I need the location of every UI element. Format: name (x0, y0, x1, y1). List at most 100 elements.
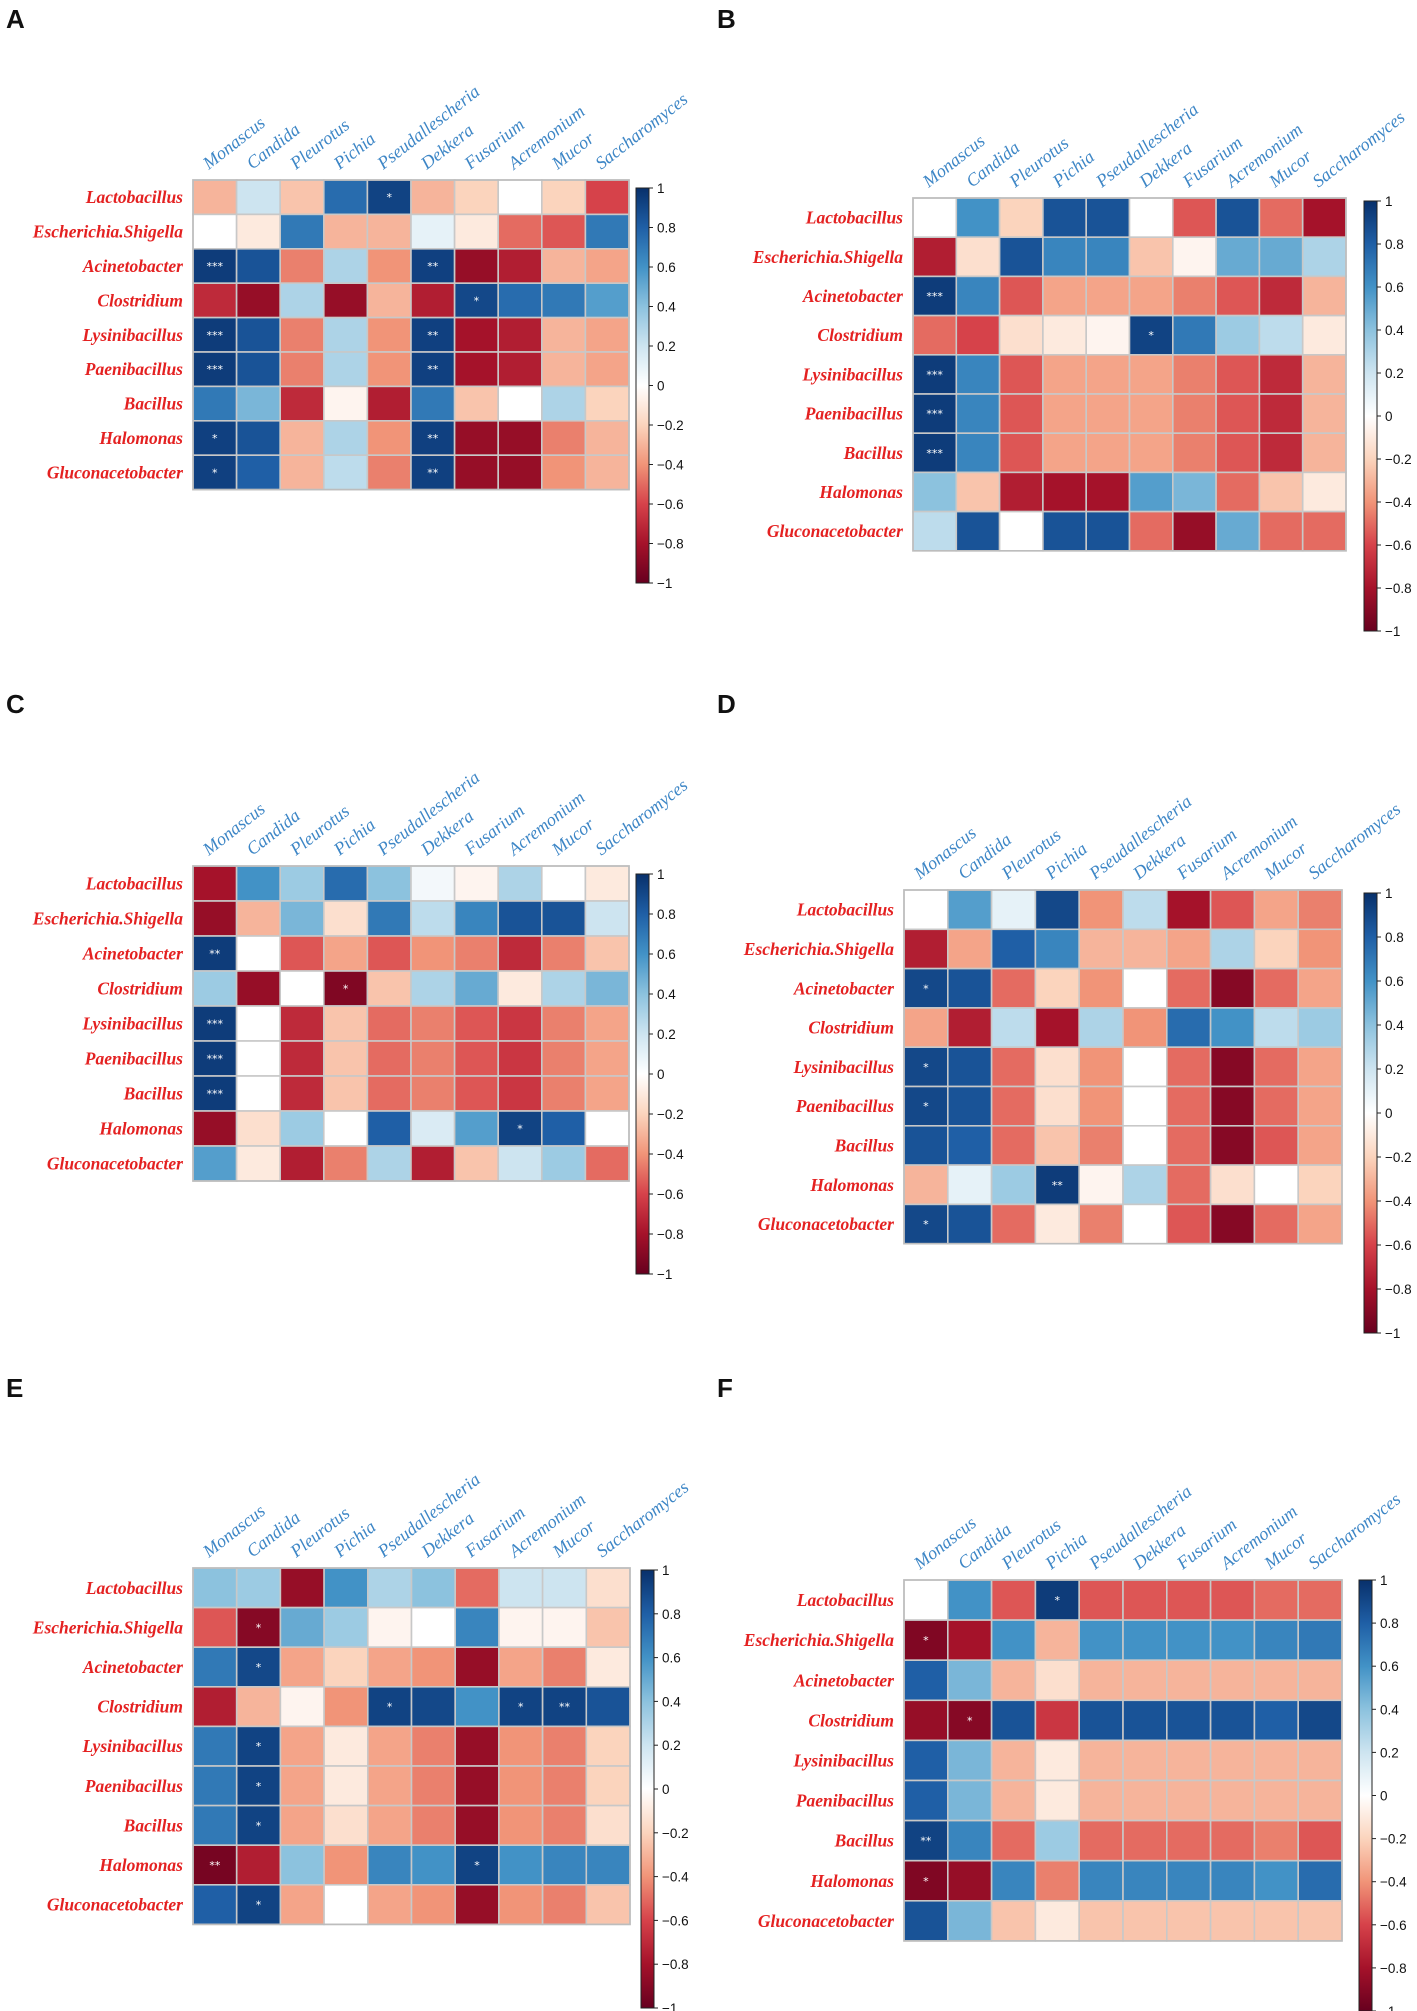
significance-mark: *** (207, 1053, 224, 1066)
significance-mark: * (1148, 329, 1154, 342)
heatmap-cell-lactobacillus-monascus (912, 197, 958, 239)
heatmap-cell-escherichia-shigella-fusarium (453, 213, 500, 250)
heatmap-cell-lactobacillus-acremonium (1215, 197, 1261, 239)
heatmap-cell-lactobacillus-mucor (540, 179, 587, 216)
heatmap-cell-gluconacetobacter-fusarium (1166, 1900, 1212, 1942)
heatmap-cell-clostridium-pseudallescheria (366, 282, 412, 319)
colorbar-tick-label: −0.2 (1385, 452, 1412, 467)
heatmap-cell-bacillus-mucor (540, 1075, 587, 1112)
heatmap-cell-lactobacillus-pleurotus (998, 197, 1044, 239)
colorbar-tick-label: 0.2 (1380, 1745, 1399, 1760)
heatmap-cell-halomonas-saccharomyces (1297, 1859, 1343, 1902)
heatmap-cell-paenibacillus-pichia (322, 351, 369, 388)
significance-mark: * (517, 1123, 523, 1136)
heatmap-cell-lysinibacillus-pleurotus (279, 1005, 325, 1042)
heatmap-cell-bacillus-saccharomyces (1301, 432, 1347, 474)
heatmap-cell-clostridium-monascus (192, 970, 238, 1007)
colorbar-tick-label: 0.6 (657, 947, 676, 962)
significance-mark: * (923, 1875, 929, 1888)
heatmap-cell-clostridium-candida (955, 314, 1001, 356)
heatmap-cell-lysinibacillus-pleurotus (998, 353, 1044, 395)
heatmap-cell-acinetobacter-pleurotus (990, 967, 1037, 1009)
heatmap-cell-paenibacillus-fusarium (453, 1040, 500, 1077)
heatmap-cell-paenibacillus-acremonium (497, 1040, 543, 1077)
heatmap-cell-escherichia-shigella-pichia (1042, 236, 1088, 278)
heatmap-cell-gluconacetobacter-candida (946, 1900, 993, 1942)
row-label-halomonas: Halomonas (98, 1855, 183, 1875)
heatmap-cell-lactobacillus-pichia (1042, 197, 1088, 239)
heatmap-cell-paenibacillus-monascus (192, 1765, 238, 1807)
heatmap-cell-clostridium-monascus (192, 282, 238, 319)
heatmap-cell-bacillus-pseudallescheria (1078, 1819, 1124, 1862)
heatmap-border (192, 865, 630, 1182)
heatmap-cell-halomonas-acremonium (497, 419, 543, 456)
heatmap-cell-halomonas-saccharomyces (584, 1110, 630, 1147)
heatmap-cell-escherichia-shigella-saccharomyces (584, 900, 630, 937)
row-label-lysinibacillus: Lysinibacillus (793, 1750, 895, 1770)
heatmap-cell-gluconacetobacter-mucor (540, 454, 587, 491)
row-label-escherichia-shigella: Escherichia.Shigella (32, 909, 183, 929)
heatmap-cell-clostridium-pichia (323, 1686, 369, 1728)
significance-mark: * (386, 191, 392, 204)
heatmap-cell-lactobacillus-fusarium (453, 865, 500, 902)
heatmap-cell-lysinibacillus-pleurotus (279, 316, 325, 353)
heatmap-cell-acinetobacter-fusarium (453, 248, 500, 285)
heatmap-cell-acinetobacter-fusarium (453, 935, 500, 972)
heatmap-cell-gluconacetobacter-mucor (1258, 510, 1304, 552)
heatmap-cell-escherichia-shigella-dekkera (410, 213, 456, 250)
heatmap-cell-paenibacillus-pichia (322, 1040, 369, 1077)
heatmap-cells: ****** (903, 889, 1343, 1245)
heatmap-cell-gluconacetobacter-saccharomyces (1297, 1203, 1343, 1245)
heatmap-cell-halomonas-candida (235, 1844, 282, 1886)
heatmap-cell-escherichia-shigella-pleurotus (279, 213, 325, 250)
heatmap-cell-paenibacillus-pichia (1034, 1779, 1081, 1822)
heatmap-cell-acinetobacter-pseudallescheria (1085, 275, 1131, 317)
heatmap-cell-acinetobacter-dekkera (410, 1646, 457, 1688)
row-label-lactobacillus: Lactobacillus (85, 187, 183, 207)
heatmap-cell-clostridium-dekkera (410, 282, 456, 319)
heatmap-cell-clostridium-monascus (912, 314, 958, 356)
heatmap-cell-lactobacillus-monascus (903, 889, 949, 931)
heatmap-cell-lysinibacillus-dekkera (1122, 1046, 1168, 1088)
colorbar-tick-label: −0.2 (657, 418, 684, 433)
heatmap-cell-escherichia-shigella-acremonium (1209, 928, 1256, 970)
row-label-escherichia-shigella: Escherichia.Shigella (743, 1630, 894, 1650)
heatmap-cell-lactobacillus-pseudallescheria (1078, 889, 1124, 931)
colorbar-tick-label: −0.6 (1385, 1238, 1412, 1253)
heatmap-cell-lysinibacillus-pichia (323, 1725, 369, 1767)
heatmap-cell-lactobacillus-mucor (541, 1567, 588, 1609)
significance-mark: ** (427, 466, 439, 479)
heatmap-cell-clostridium-mucor (540, 282, 587, 319)
heatmap-cell-clostridium-saccharomyces (1301, 314, 1347, 356)
heatmap-cell-acinetobacter-candida (235, 935, 282, 972)
heatmap-cell-gluconacetobacter-saccharomyces (1297, 1900, 1343, 1942)
row-label-escherichia-shigella: Escherichia.Shigella (752, 247, 903, 267)
heatmap-cell-acinetobacter-mucor (540, 935, 587, 972)
heatmap-cell-gluconacetobacter-mucor (540, 1145, 587, 1182)
heatmap-cell-gluconacetobacter-pichia (322, 1145, 369, 1182)
heatmap-cell-escherichia-shigella-saccharomyces (1297, 1619, 1343, 1661)
heatmap-cell-gluconacetobacter-acremonium (497, 454, 543, 491)
heatmap-cell-paenibacillus-dekkera (410, 351, 456, 388)
heatmap-cell-acinetobacter-candida (946, 967, 993, 1009)
heatmap-cell-clostridium-candida (946, 1007, 993, 1049)
column-label-saccharomyces: Saccharomyces (591, 89, 691, 173)
heatmap-cell-gluconacetobacter-monascus (912, 510, 958, 552)
heatmap-cell-bacillus-pleurotus (998, 432, 1044, 474)
colorbar-tick-label: −0.8 (657, 537, 684, 552)
heatmap-cell-gluconacetobacter-fusarium (453, 1145, 500, 1182)
heatmap-cell-clostridium-fusarium (453, 970, 500, 1007)
heatmap-cell-paenibacillus-dekkera (410, 1765, 457, 1807)
heatmap-cell-gluconacetobacter-pichia (1042, 510, 1088, 552)
heatmap-cell-acinetobacter-acremonium (498, 1646, 544, 1688)
heatmap-cell-paenibacillus-dekkera (1122, 1779, 1168, 1822)
heatmap-cell-lactobacillus-monascus (192, 1567, 238, 1609)
heatmap-cell-escherichia-shigella-pleurotus (279, 1606, 325, 1648)
heatmap-cell-bacillus-pseudallescheria (366, 1804, 413, 1846)
heatmap-cell-lactobacillus-candida (955, 197, 1001, 239)
heatmap-cell-gluconacetobacter-dekkera (1122, 1900, 1168, 1942)
heatmap-cell-lysinibacillus-mucor (540, 1005, 587, 1042)
heatmap-cell-lysinibacillus-monascus (192, 1725, 238, 1767)
heatmap-cell-halomonas-pleurotus (279, 419, 325, 456)
heatmap-cell-lactobacillus-dekkera (410, 1567, 457, 1609)
